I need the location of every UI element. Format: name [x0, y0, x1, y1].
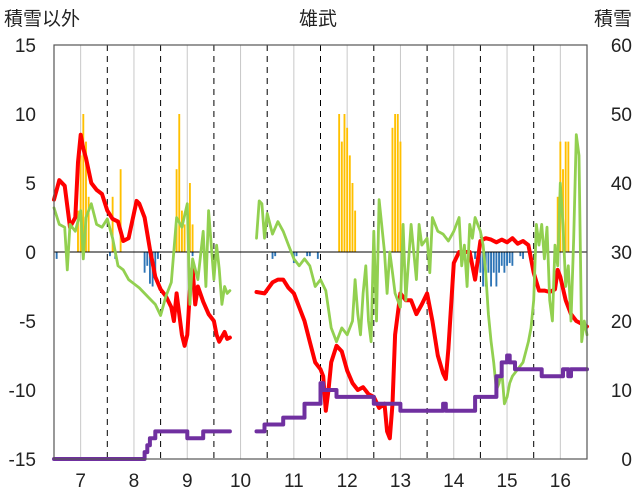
- x-tick-label: 16: [550, 471, 571, 492]
- precip-bar-precip_positive: [394, 114, 397, 252]
- precip-bar-precip_negative: [522, 252, 524, 259]
- precip-bar-precip_positive: [111, 196, 114, 252]
- precip-bar-precip_positive: [87, 196, 90, 252]
- precip-bar-precip_negative: [308, 252, 311, 257]
- right-tick-label: 10: [611, 381, 632, 402]
- x-tick-label: 15: [496, 471, 517, 492]
- left-tick-label: -5: [19, 312, 36, 333]
- right-axis-title: 積雪: [594, 8, 632, 30]
- left-tick-label: 15: [15, 36, 36, 57]
- precip-bar-precip_positive: [180, 210, 183, 252]
- chart-title: 雄武: [299, 8, 337, 30]
- precip-bar-precip_positive: [338, 114, 341, 252]
- right-tick-label: 50: [611, 105, 632, 126]
- precip-bar-precip_negative: [487, 252, 490, 273]
- precip-bar-precip_negative: [154, 252, 157, 273]
- precip-bar-precip_negative: [157, 252, 159, 259]
- precip-bar-precip_positive: [343, 114, 346, 252]
- x-tick-label: 12: [337, 471, 358, 492]
- precip-bar-precip_positive: [183, 224, 186, 252]
- precip-bar-precip_negative: [271, 252, 274, 259]
- precip-bar-precip_negative: [146, 252, 149, 266]
- x-tick-label: 8: [129, 471, 140, 492]
- series-line-humidity_like: [255, 133, 589, 406]
- precip-bar-precip_negative: [511, 252, 514, 266]
- series-lines: [52, 132, 589, 461]
- precip-bar-precip_positive: [567, 141, 570, 252]
- precip-bar-precip_negative: [149, 252, 151, 284]
- precip-bar-precip_positive: [77, 210, 79, 252]
- precip-bar-precip_negative: [519, 252, 522, 257]
- precip-bar-precip_negative: [143, 252, 146, 273]
- precip-bar-precip_positive: [340, 141, 343, 252]
- precip-bar-precip_negative: [316, 252, 319, 259]
- precip-bar-precip_positive: [396, 114, 399, 252]
- precip-bar-precip_positive: [188, 183, 191, 252]
- right-tick-label: 30: [611, 243, 632, 264]
- right-tick-label: 20: [611, 312, 632, 333]
- precip-bar-precip_negative: [498, 252, 500, 273]
- precip-bar-precip_negative: [492, 252, 495, 273]
- precip-bar-precip_positive: [175, 169, 178, 252]
- left-tick-label: 5: [25, 174, 36, 195]
- x-axis-ticks: 7 8 9 10 11 12 13 14 15 16: [75, 471, 571, 492]
- left-axis-ticks: 15 10 5 0 -5 -10 -15: [9, 36, 36, 471]
- series-line-humidity_like: [52, 202, 232, 317]
- x-tick-label: 13: [390, 471, 411, 492]
- left-tick-label: 10: [15, 105, 36, 126]
- precip-bar-precip_positive: [354, 210, 357, 252]
- precip-bar-precip_negative: [479, 252, 482, 273]
- series-line-snow_depth: [52, 429, 232, 461]
- precip-bar-precip_negative: [191, 252, 194, 257]
- plot-frame: [53, 44, 588, 460]
- precip-bar-precip_negative: [503, 252, 506, 273]
- x-tick-label: 14: [443, 471, 465, 492]
- precip-bar-precip_positive: [82, 114, 85, 252]
- series-line-temperature: [254, 236, 589, 441]
- precip-bar-precip_negative: [482, 252, 484, 287]
- precip-bar-precip_positive: [346, 127, 349, 252]
- left-tick-label: 0: [25, 243, 36, 264]
- right-axis-ticks: 60 50 40 30 20 10 0: [611, 36, 632, 471]
- precip-bar-precip_positive: [178, 114, 181, 252]
- precip-bar-precip_negative: [274, 252, 277, 257]
- left-tick-label: -15: [9, 450, 36, 471]
- precipitation-bars: [55, 114, 570, 287]
- precip-bar-precip_positive: [399, 141, 402, 252]
- x-tick-label: 11: [284, 471, 304, 492]
- right-tick-label: 0: [621, 450, 632, 471]
- precip-bar-precip_positive: [564, 141, 567, 252]
- x-tick-label: 9: [182, 471, 193, 492]
- left-tick-label: -10: [9, 381, 36, 402]
- x-tick-label: 7: [75, 471, 86, 492]
- precip-bar-precip_positive: [348, 155, 351, 252]
- left-axis-title: 積雪以外: [4, 8, 80, 30]
- precip-bar-precip_negative: [508, 252, 511, 264]
- precip-bar-precip_positive: [119, 169, 122, 252]
- precip-bar-precip_positive: [351, 183, 354, 252]
- precip-bar-precip_negative: [109, 252, 111, 257]
- precip-bar-precip_negative: [495, 252, 498, 287]
- precip-bar-precip_negative: [295, 252, 298, 257]
- series-line-temperature: [52, 132, 232, 348]
- precip-bar-precip_negative: [55, 252, 58, 259]
- precip-bar-precip_positive: [85, 141, 87, 252]
- right-tick-label: 40: [611, 174, 632, 195]
- precip-bar-precip_positive: [391, 127, 394, 252]
- precip-bar-precip_negative: [500, 252, 503, 266]
- precip-bar-precip_negative: [474, 252, 477, 259]
- precip-bar-precip_positive: [191, 224, 194, 252]
- precip-bar-precip_negative: [490, 252, 492, 287]
- right-tick-label: 60: [611, 36, 632, 57]
- precip-bar-precip_negative: [506, 252, 508, 266]
- precip-bar-precip_negative: [306, 252, 309, 257]
- series-line-snow_depth: [254, 353, 589, 434]
- x-tick-label: 10: [230, 471, 251, 492]
- precip-bar-precip_positive: [79, 155, 82, 252]
